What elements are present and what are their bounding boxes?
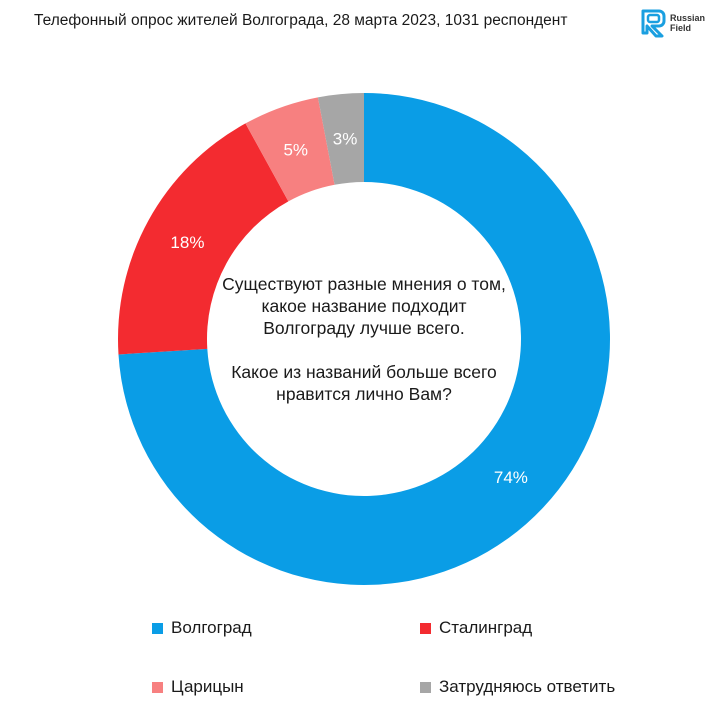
legend-swatch [420,681,431,693]
slice-value-label-3: 3% [333,129,358,148]
legend-item-undecided: Затрудняюсь ответить [420,677,615,697]
legend-swatch [152,622,163,634]
russian-field-logo: Russian Field [640,8,705,38]
center-question-line-4: Какое из названий больше всего [231,362,497,382]
center-question-line-2: Волгограду лучше всего. [263,318,465,338]
logo-text-line2: Field [670,23,692,33]
legend-swatch [152,681,163,693]
legend-label: Сталинград [439,618,533,637]
chart-title: Телефонный опрос жителей Волгограда, 28 … [34,12,568,29]
center-question-line-1: какое название подходит [262,296,467,316]
donut-value-labels: 74% 18% 5% 3% [170,129,527,487]
donut-slice-2 [245,97,335,202]
slice-value-label-0: 74% [494,468,528,487]
rf-logo-icon [641,9,666,38]
center-question-line-5: нравится лично Вам? [276,384,452,404]
donut-slice-1 [118,123,289,355]
legend-label: Царицын [171,677,244,696]
donut-slices [118,93,611,585]
legend-item-volgograd: Волгоград [152,618,252,638]
slice-value-label-1: 18% [170,233,204,252]
center-question-line-0: Существуют разные мнения о том, [222,274,506,294]
center-question: Существуют разные мнения о том,какое наз… [222,274,506,404]
legend-item-tsaritsyn: Царицын [152,677,244,697]
legend-label: Волгоград [171,618,252,637]
legend-item-stalingrad: Сталинград [420,618,532,638]
slice-value-label-2: 5% [283,140,308,159]
legend-label: Затрудняюсь ответить [439,677,616,696]
logo-text-line1: Russian [670,13,706,23]
donut-slice-3 [317,93,364,185]
legend-swatch [420,622,431,634]
donut-slice-0 [118,93,611,585]
